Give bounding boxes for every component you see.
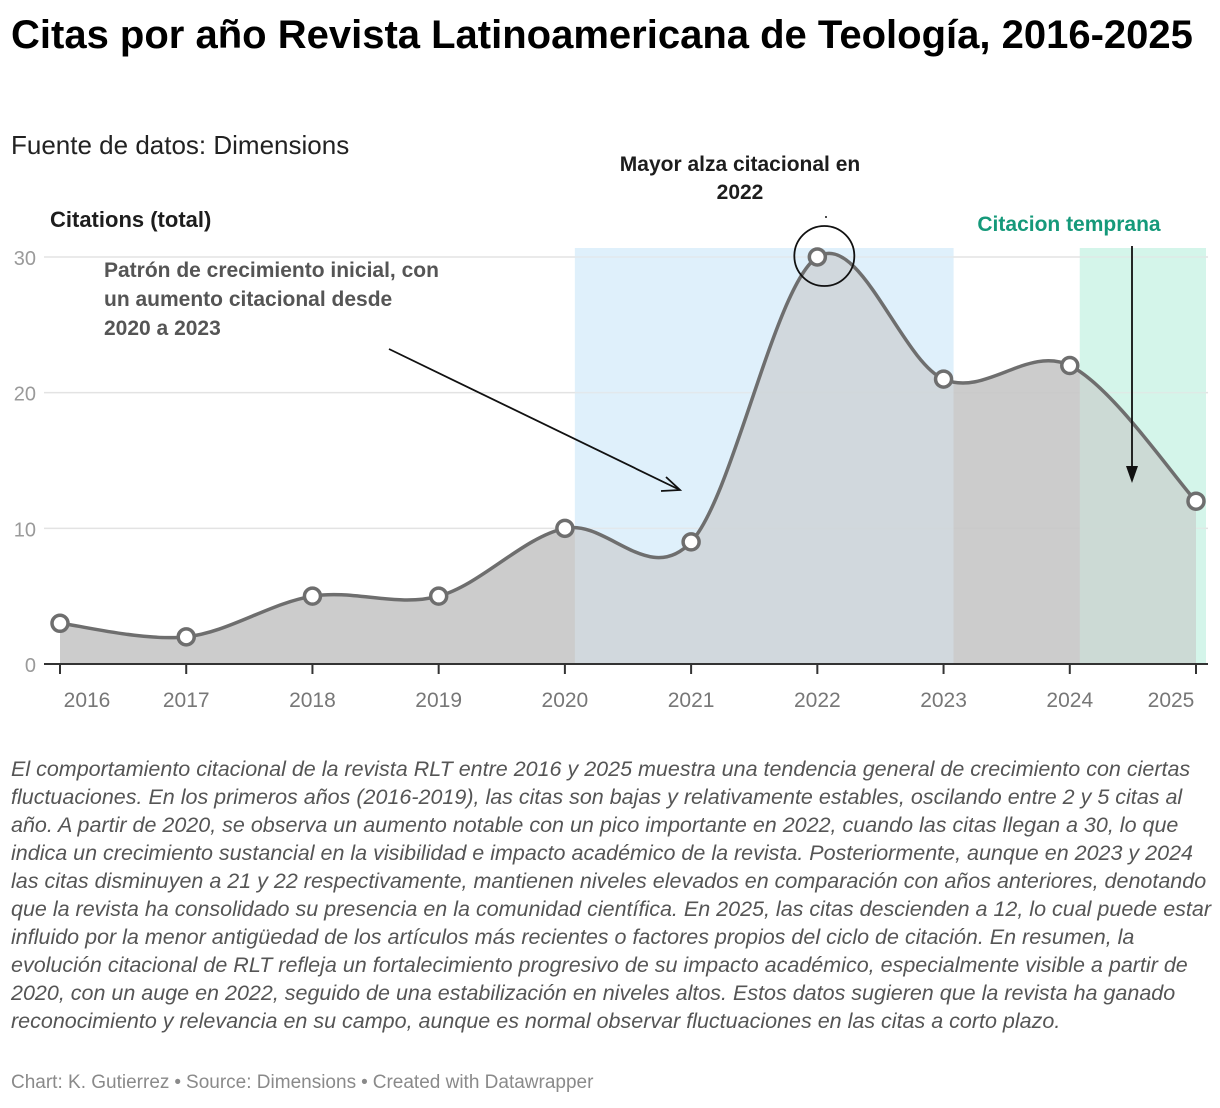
highlight-band-overlay — [1079, 248, 1206, 664]
highlight-band-overlay — [574, 248, 954, 664]
x-tick-label: 2020 — [542, 689, 589, 712]
data-point-2022 — [807, 247, 828, 267]
y-tick-label: 30 — [14, 248, 36, 270]
annotation-growth-arrowhead — [660, 476, 683, 492]
annotation-peak-circle — [793, 225, 856, 287]
x-tick-label: 2022 — [794, 689, 841, 712]
highlight-band-overlays — [574, 248, 1206, 664]
chart-subtitle: Fuente de datos: Dimensions — [11, 130, 350, 160]
chart-footer: Chart: K. Gutierrez • Source: Dimensions • C… — [11, 1072, 593, 1094]
annotation-growth-arrow — [388, 348, 681, 491]
annotation-early-citation-arrowhead — [1126, 466, 1138, 483]
data-point-2021 — [681, 532, 701, 552]
x-tick-label: 2021 — [668, 689, 715, 712]
footer-source: Source: Dimensions — [186, 1072, 357, 1093]
x-tick-label: 2018 — [289, 689, 336, 712]
data-point-2018 — [302, 586, 323, 606]
x-axis-ticks: 2016 2017 2018 2019 2020 2021 2022 2023 2024 2025 — [59, 664, 1197, 712]
x-tick-label: 2023 — [920, 689, 967, 712]
footer-chart-by: Chart: K. Gutierrez — [11, 1072, 170, 1093]
annotation-peak: Mayor alza citacional en 2022 — [620, 153, 860, 204]
x-tick-label: 2019 — [415, 689, 462, 712]
annotations: Patrón de crecimiento inicial, con un aum… — [104, 153, 1161, 492]
series-area — [60, 253, 1196, 665]
annotation-early-citation: Citacion temprana — [977, 213, 1161, 236]
data-points — [50, 247, 1206, 647]
y-axis-ticks: 0 10 20 30 — [14, 248, 36, 677]
x-tick-label: 2025 — [1148, 689, 1195, 712]
data-point-2023 — [933, 369, 954, 389]
footer-separator: • — [361, 1072, 368, 1093]
x-tick-label: 2017 — [163, 689, 210, 712]
y-tick-label: 10 — [14, 519, 36, 541]
data-point-2016 — [50, 613, 70, 634]
area-chart: 2016 2017 2018 2019 2020 2021 2022 2023 2024 2025… — [14, 153, 1208, 712]
data-point-2019 — [428, 586, 449, 606]
chart-title: Citas por año Revista Latinoamericana de… — [11, 13, 1193, 57]
chart-description: El comportamiento citacional de la revis… — [11, 757, 1211, 1033]
annotation-growth: Patrón de crecimiento inicial, con un aum… — [104, 259, 439, 340]
y-axis-label: Citations (total) — [50, 207, 211, 232]
footer-tool: Created with Datawrapper — [372, 1072, 594, 1093]
y-tick-label: 20 — [14, 384, 36, 406]
footer-separator: • — [174, 1072, 182, 1093]
data-point-2024 — [1060, 355, 1080, 376]
x-tick-label: 2024 — [1046, 689, 1093, 712]
y-tick-label: 0 — [25, 655, 36, 677]
x-tick-label: 2016 — [64, 689, 111, 712]
data-point-2017 — [176, 627, 196, 647]
data-point-2020 — [555, 518, 575, 539]
data-point-2025 — [1186, 491, 1206, 511]
